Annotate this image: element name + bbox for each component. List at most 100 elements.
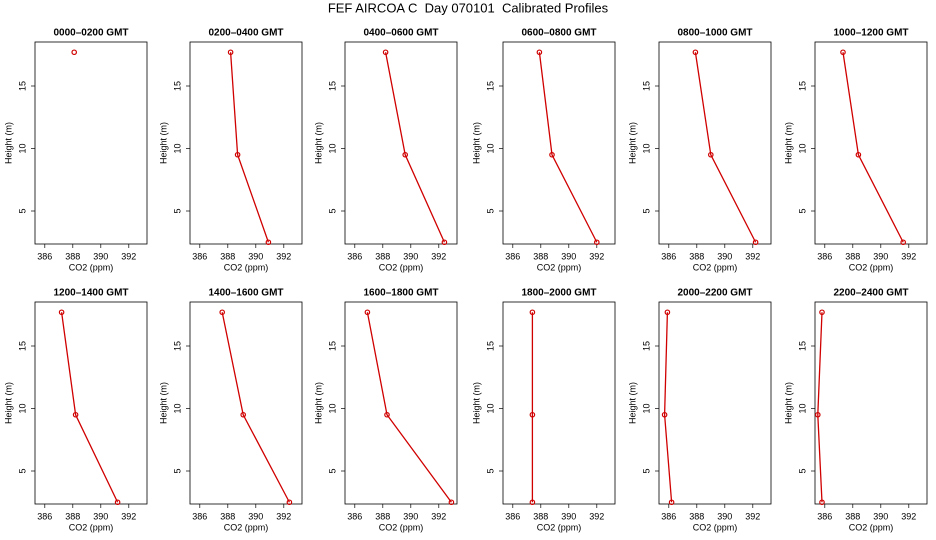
profile-line (366, 312, 452, 503)
x-axis-label: CO2 (ppm) (693, 522, 738, 532)
panel-title: 0400–0600 GMT (363, 28, 438, 39)
y-tick-label: 15 (797, 341, 807, 351)
y-tick-label: 15 (485, 341, 495, 351)
data-point (364, 309, 371, 316)
plot-frame (34, 41, 148, 245)
data-point (529, 309, 536, 316)
panel: 1600–1800 GMT 386 388 390 392 5 10 15 CO2 (ppm) H… (313, 288, 458, 532)
y-axis-label: Height (m) (783, 382, 793, 424)
x-axis-label: CO2 (ppm) (693, 262, 738, 272)
x-tick-label: 390 (248, 251, 263, 261)
panel: 1400–1600 GMT 386 388 390 392 5 10 15 CO2 (ppm) H… (158, 288, 303, 532)
y-tick-label: 5 (327, 468, 337, 473)
panel: 1800–2000 GMT 386 388 390 392 5 10 15 CO2 (ppm) H… (471, 288, 616, 532)
y-axis-label: Height (m) (471, 382, 481, 424)
y-tick-label: 10 (327, 403, 337, 413)
data-point (819, 499, 825, 506)
panel: 1000–1200 GMT 386 388 390 392 5 10 15 CO2 (ppm) H… (783, 28, 928, 272)
x-tick-label: 388 (845, 251, 860, 261)
x-tick-label: 390 (873, 511, 888, 521)
x-tick-label: 392 (431, 511, 446, 521)
x-tick-label: 392 (276, 511, 291, 521)
x-tick-label: 386 (661, 511, 676, 521)
plot-frame (658, 301, 772, 505)
x-axis-label: CO2 (ppm) (849, 262, 894, 272)
y-tick-label: 15 (172, 81, 182, 91)
x-tick-label: 388 (533, 511, 548, 521)
y-axis-label: Height (m) (3, 122, 13, 164)
data-point (114, 499, 121, 506)
x-axis-label: CO2 (ppm) (537, 522, 582, 532)
y-tick-label: 15 (485, 81, 495, 91)
x-axis-label: CO2 (ppm) (379, 522, 424, 532)
y-tick-label: 5 (172, 208, 182, 213)
data-point (819, 309, 825, 316)
x-tick-label: 388 (533, 251, 548, 261)
x-tick-label: 392 (901, 251, 916, 261)
data-point (529, 499, 536, 506)
panel-title: 1400–1600 GMT (208, 288, 283, 299)
x-tick-label: 386 (505, 511, 520, 521)
x-tick-label: 392 (901, 511, 916, 521)
data-point (752, 239, 759, 246)
panel-title: 2200–2400 GMT (833, 288, 908, 299)
data-point (382, 49, 389, 56)
plot-frame (814, 41, 928, 245)
y-axis-label: Height (m) (3, 382, 13, 424)
y-axis-label: Height (m) (627, 122, 637, 164)
x-tick-label: 390 (561, 251, 576, 261)
profile-line (221, 312, 290, 503)
y-tick-label: 15 (17, 81, 27, 91)
y-tick-label: 10 (17, 403, 27, 413)
x-tick-label: 392 (121, 251, 136, 261)
y-tick-label: 5 (485, 468, 495, 473)
x-tick-label: 392 (745, 511, 760, 521)
profile-line (817, 312, 823, 503)
y-tick-label: 10 (797, 143, 807, 153)
data-point (664, 309, 671, 316)
x-tick-label: 386 (37, 511, 52, 521)
y-tick-label: 10 (797, 403, 807, 413)
profile-line (694, 52, 757, 243)
data-point (58, 309, 65, 316)
y-tick-label: 10 (17, 143, 27, 153)
data-point (265, 239, 272, 246)
x-tick-label: 392 (745, 251, 760, 261)
profile-line (229, 52, 270, 243)
data-point (593, 239, 600, 246)
x-axis-label: CO2 (ppm) (69, 262, 114, 272)
x-tick-label: 392 (431, 251, 446, 261)
panel-title: 0000–0200 GMT (53, 28, 128, 39)
x-tick-label: 392 (121, 511, 136, 521)
y-tick-label: 5 (17, 208, 27, 213)
plot-frame (814, 301, 928, 505)
y-tick-label: 10 (172, 403, 182, 413)
data-point (840, 49, 846, 56)
x-tick-label: 388 (689, 511, 704, 521)
x-tick-label: 390 (93, 511, 108, 521)
plot-frame (34, 301, 148, 505)
y-axis-label: Height (m) (158, 382, 168, 424)
data-point (536, 49, 543, 56)
panel: 0600–0800 GMT 386 388 390 392 5 10 15 CO2 (ppm) H… (471, 28, 616, 272)
data-point (441, 239, 448, 246)
plot-frame (658, 41, 772, 245)
data-point (814, 411, 821, 418)
y-tick-label: 5 (641, 208, 651, 213)
data-point (668, 499, 675, 506)
panel-title: 0200–0400 GMT (208, 28, 283, 39)
x-tick-label: 388 (220, 251, 235, 261)
data-point (286, 499, 293, 506)
y-axis-label: Height (m) (783, 122, 793, 164)
x-tick-label: 388 (689, 251, 704, 261)
plot-frame (189, 41, 303, 245)
x-axis-label: CO2 (ppm) (69, 522, 114, 532)
y-tick-label: 5 (17, 468, 27, 473)
x-tick-label: 390 (717, 251, 732, 261)
y-axis-label: Height (m) (627, 382, 637, 424)
plot-frame (502, 301, 616, 505)
profile-line (384, 52, 445, 243)
x-tick-label: 386 (192, 511, 207, 521)
y-tick-label: 15 (327, 81, 337, 91)
x-tick-label: 390 (873, 251, 888, 261)
